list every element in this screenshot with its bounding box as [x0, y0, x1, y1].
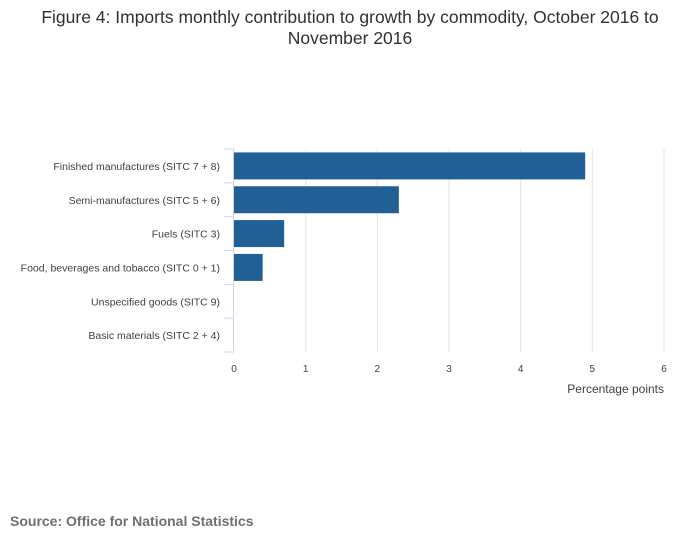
category-label: Food, beverages and tobacco (SITC 0 + 1) — [21, 262, 220, 274]
source-note: Source: Office for National Statistics — [10, 513, 254, 529]
category-label: Finished manufactures (SITC 7 + 8) — [53, 161, 220, 173]
bar — [234, 220, 285, 248]
category-label: Basic materials (SITC 2 + 4) — [88, 330, 220, 342]
category-label: Unspecified goods (SITC 9) — [91, 296, 220, 308]
x-tick-label: 5 — [590, 364, 596, 375]
x-tick-label: 3 — [446, 364, 452, 375]
bar — [234, 253, 263, 281]
x-tick-label: 1 — [303, 364, 309, 375]
bar — [234, 186, 399, 214]
x-tick-label: 2 — [375, 364, 381, 375]
chart-title: Figure 4: Imports monthly contribution t… — [41, 7, 659, 48]
bar — [234, 152, 586, 180]
x-tick-label: 6 — [661, 364, 667, 375]
category-label: Semi-manufactures (SITC 5 + 6) — [69, 195, 220, 207]
x-axis-label: Percentage points — [567, 382, 664, 396]
category-label: Fuels (SITC 3) — [152, 229, 220, 241]
x-tick-label: 4 — [518, 364, 524, 375]
x-tick-label: 0 — [231, 364, 237, 375]
